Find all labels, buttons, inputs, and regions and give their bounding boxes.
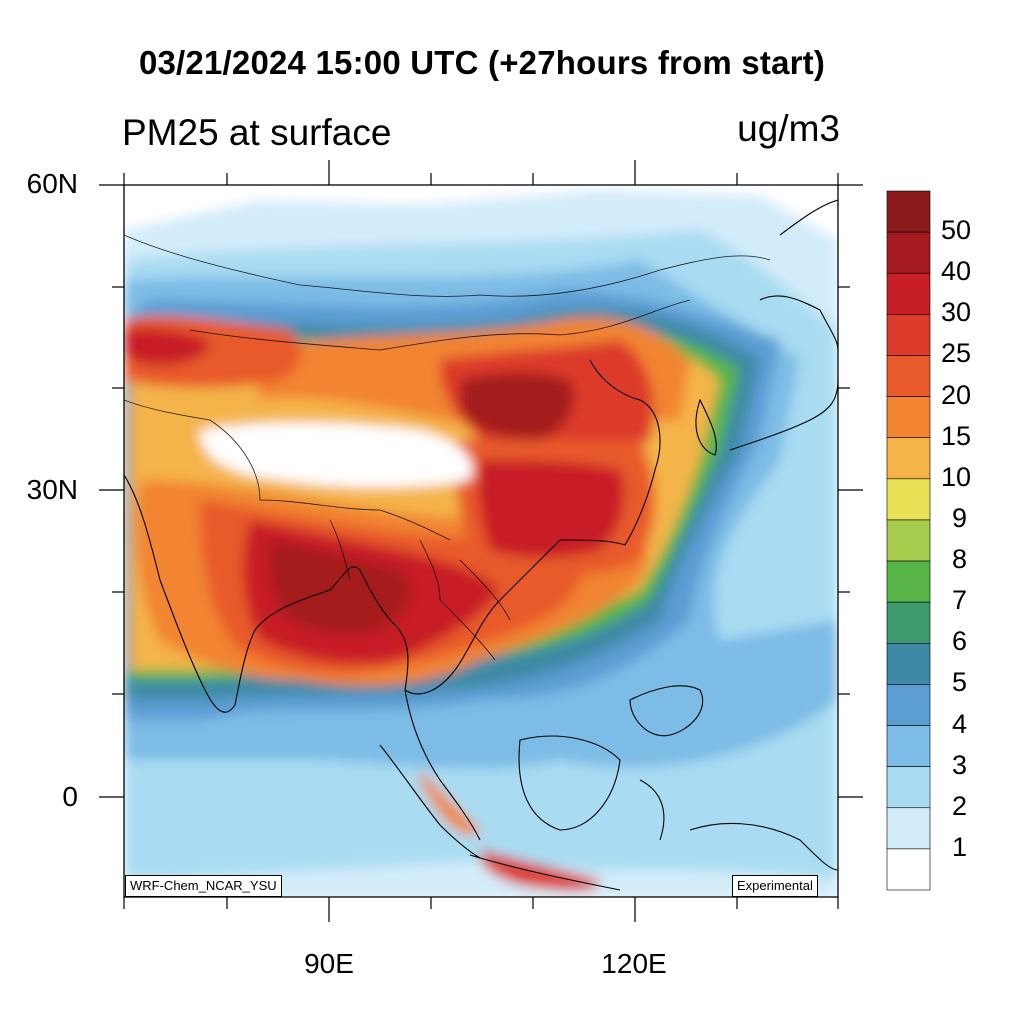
colorbar-swatch [886,396,931,439]
colorbar-swatch [886,314,931,356]
colorbar-tick-label: 4 [952,708,968,739]
colorbar-tick-label: 40 [941,256,972,287]
model-label: WRF-Chem_NCAR_YSU [125,875,282,897]
country-borders [124,234,771,661]
units-label: ug/m3 [737,108,840,149]
colorbar [886,190,931,891]
variable-label: PM25 at surface [122,112,392,153]
status-label: Experimental [732,875,818,897]
colorbar-tick-label: 25 [941,338,972,369]
colorbar-swatch [886,848,931,891]
colorbar-swatch [886,231,931,274]
colorbar-swatch [886,725,931,767]
coastlines [124,199,838,891]
colorbar-swatch [886,519,931,562]
colorbar-tick-label: 6 [952,626,968,657]
colorbar-swatch [886,478,931,521]
lon-tick-90e: 90E [304,948,354,979]
colorbar-tick-label: 50 [941,215,972,246]
colorbar-tick-label: 20 [941,379,972,410]
map-frame [123,184,839,898]
axis-ticks [99,160,863,922]
lat-tick-0: 0 [62,781,78,812]
colorbar-tick-label: 10 [941,461,972,492]
colorbar-swatch [886,437,931,480]
colorbar-tick-label: 1 [952,831,968,862]
lat-tick-60n: 60N [26,168,78,199]
colorbar-swatch [886,355,931,397]
colorbar-swatch [886,190,931,233]
colorbar-swatch [886,642,931,685]
colorbar-tick-label: 8 [952,544,968,575]
colorbar-swatch [886,272,931,315]
colorbar-tick-label: 9 [952,502,968,533]
pm25-field [124,185,838,897]
colorbar-swatch [886,684,931,726]
colorbar-swatch [886,766,931,809]
colorbar-tick-label: 15 [941,420,972,451]
lat-tick-30n: 30N [26,474,78,505]
colorbar-tick-label: 2 [952,790,968,821]
lon-tick-120e: 120E [601,948,667,979]
colorbar-tick-label: 3 [952,749,968,780]
colorbar-tick-label: 30 [941,297,972,328]
colorbar-tick-label: 7 [952,585,968,616]
plot-title: 03/21/2024 15:00 UTC (+27hours from star… [138,44,826,81]
colorbar-swatch [886,807,931,850]
colorbar-tick-label: 5 [952,667,968,698]
colorbar-swatch [886,601,931,644]
colorbar-swatch [886,560,931,603]
